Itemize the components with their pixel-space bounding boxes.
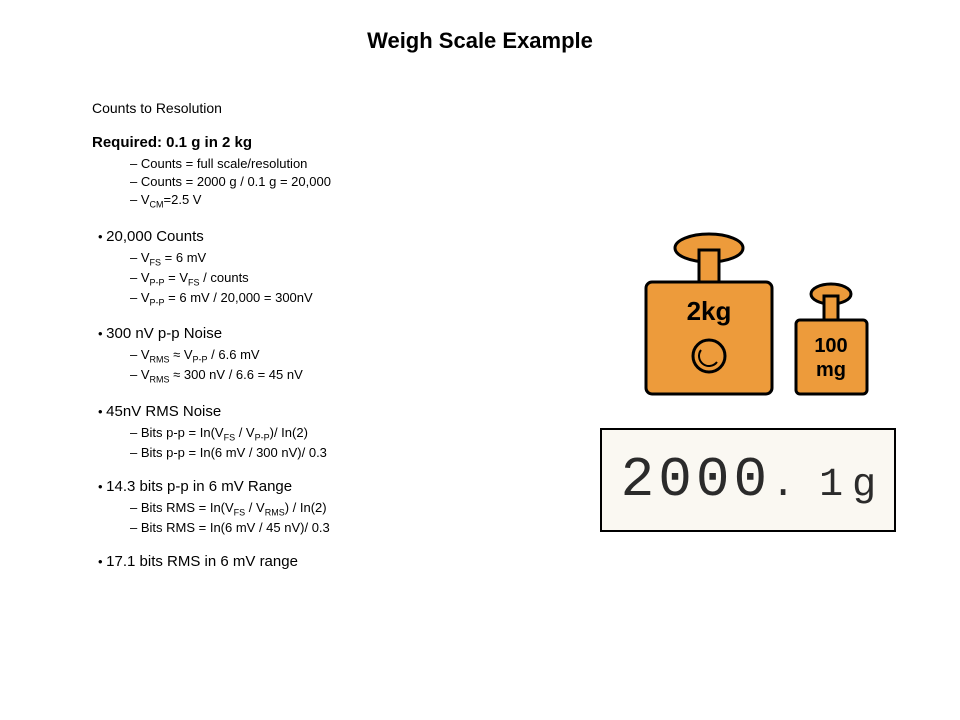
section-heading: 45nV RMS Noise (98, 403, 540, 420)
list-item: Bits p-p = In(VFS / VP-P)/ In(2) (130, 424, 540, 444)
list-item: VP-P = 6 mV / 20,000 = 300nV (130, 289, 540, 309)
section-heading: 17.1 bits RMS in 6 mV range (98, 553, 540, 570)
readout-unit: g (853, 460, 875, 505)
illustration: 2kg 100 mg 2000. 1 g (594, 232, 904, 532)
list-item: VRMS ≈ VP-P / 6.6 mV (130, 346, 540, 366)
svg-text:2kg: 2kg (687, 296, 732, 326)
section-list: Bits p-p = In(VFS / VP-P)/ In(2)Bits p-p… (130, 424, 540, 462)
section-list: VRMS ≈ VP-P / 6.6 mVVRMS ≈ 300 nV / 6.6 … (130, 346, 540, 386)
small-weight-label-2: mg (816, 359, 846, 381)
section-list: Bits RMS = In(VFS / VRMS) / In(2)Bits RM… (130, 499, 540, 537)
section-heading: 20,000 Counts (98, 228, 540, 245)
list-item: Bits p-p = In(6 mV / 300 nV)/ 0.3 (130, 444, 540, 462)
small-weight-label-1: 100 (814, 335, 847, 357)
readout-decimal: . 1 (771, 463, 843, 508)
scale-readout: 2000. 1 g (621, 448, 876, 512)
list-item: Bits RMS = In(VFS / VRMS) / In(2) (130, 499, 540, 519)
list-item: VFS = 6 mV (130, 249, 540, 269)
big-weight-icon: 2kg (644, 232, 774, 397)
scale-display: 2000. 1 g (600, 428, 896, 532)
list-item: Bits RMS = In(6 mV / 45 nV)/ 0.3 (130, 519, 540, 537)
required-heading: Required: 0.1 g in 2 kg (92, 134, 540, 151)
section-heading: 300 nV p-p Noise (98, 325, 540, 342)
list-item: VCM=2.5 V (130, 191, 540, 211)
list-item: Counts = full scale/resolution (130, 155, 540, 173)
content-column: Counts to Resolution Required: 0.1 g in … (0, 62, 540, 586)
section-heading: 14.3 bits p-p in 6 mV Range (98, 478, 540, 495)
section-list: VFS = 6 mVVP-P = VFS / countsVP-P = 6 mV… (130, 249, 540, 310)
subtitle: Counts to Resolution (92, 100, 540, 116)
weights-group: 2kg 100 mg (594, 232, 904, 422)
list-item: Counts = 2000 g / 0.1 g = 20,000 (130, 173, 540, 191)
required-list: Counts = full scale/resolutionCounts = 2… (130, 155, 540, 212)
readout-digits: 2000 (621, 448, 771, 512)
list-item: VP-P = VFS / counts (130, 269, 540, 289)
list-item: VRMS ≈ 300 nV / 6.6 = 45 nV (130, 366, 540, 386)
small-weight-icon: 100 mg (794, 282, 869, 397)
page-title: Weigh Scale Example (0, 0, 960, 62)
